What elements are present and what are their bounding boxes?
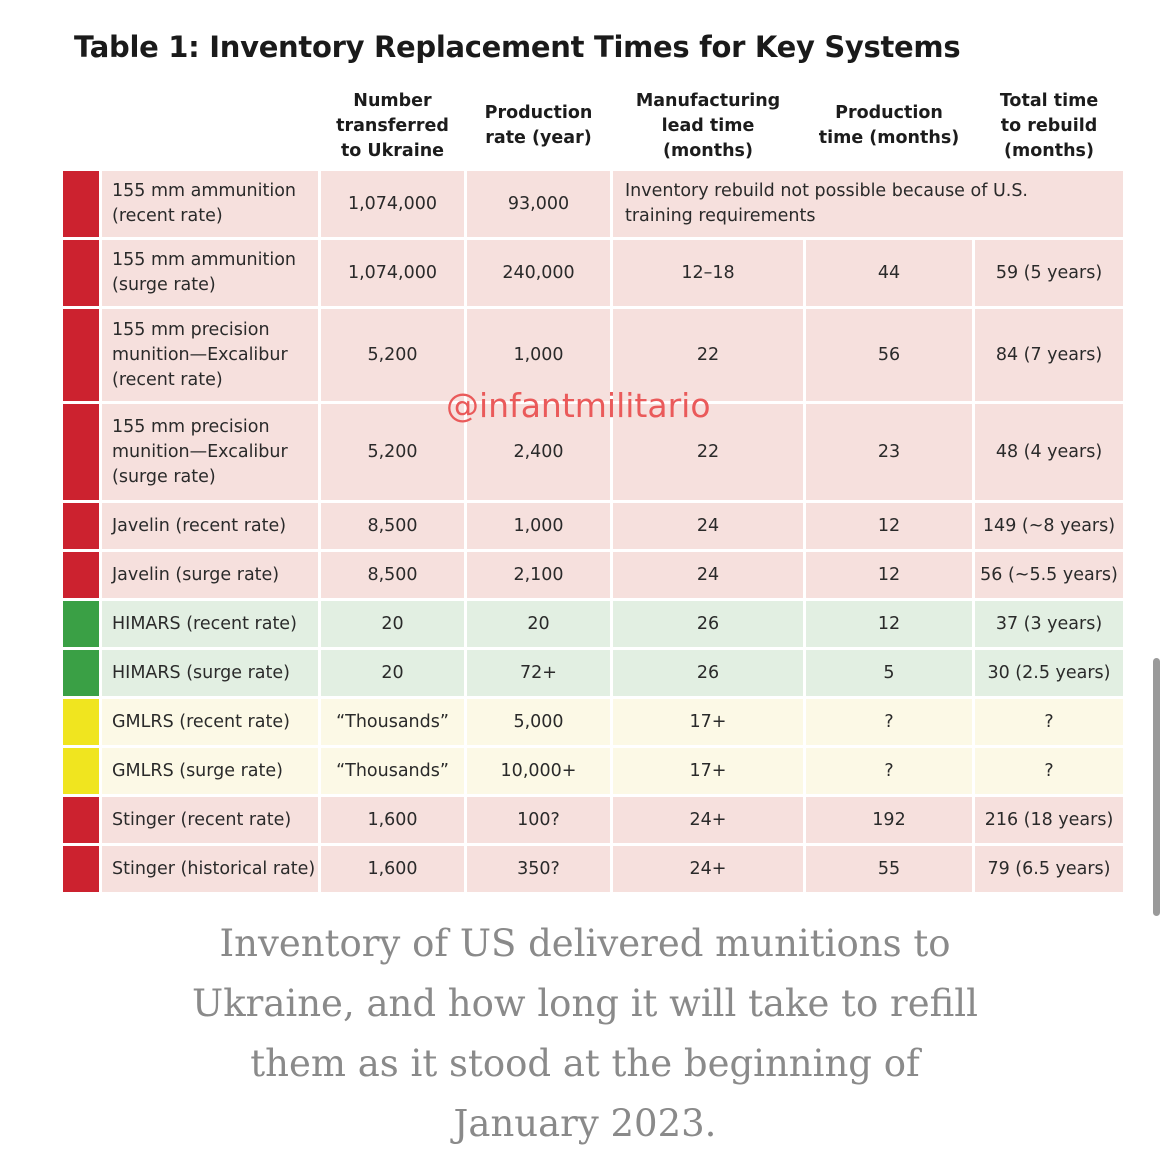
total-time-value: 59 (5 years): [975, 240, 1123, 306]
lead-time-value: 22: [613, 404, 803, 500]
total-time-value: 37 (3 years): [975, 601, 1123, 647]
header-transferred: Number transferred to Ukraine: [336, 90, 449, 161]
table-title: Table 1: Inventory Replacement Times for…: [74, 30, 961, 64]
caption: Inventory of US delivered munitions to U…: [192, 922, 978, 1145]
production-time-value: 12: [806, 552, 972, 598]
production-time-value: 44: [806, 240, 972, 306]
system-name: HIMARS (surge rate): [102, 650, 318, 696]
status-indicator-red: [63, 171, 99, 237]
transferred-value: 1,600: [321, 797, 464, 843]
transferred-value: 1,074,000: [321, 171, 464, 237]
total-time-value: ?: [975, 748, 1123, 794]
status-indicator-red: [63, 503, 99, 549]
production-rate-value: 2,400: [467, 404, 610, 500]
production-time-value: 23: [806, 404, 972, 500]
status-indicator-red: [63, 309, 99, 401]
header-production-rate: Production rate (year): [484, 103, 593, 148]
lead-time-value: 26: [613, 601, 803, 647]
lead-time-value: 24+: [613, 797, 803, 843]
system-name: Javelin (recent rate): [102, 503, 318, 549]
system-name: 155 mm precision munition—Excalibur (rec…: [102, 309, 318, 401]
lead-time-value: 24: [613, 552, 803, 598]
production-rate-value: 5,000: [467, 699, 610, 745]
status-indicator-red: [63, 240, 99, 306]
status-indicator-green: [63, 650, 99, 696]
transferred-value: 20: [321, 601, 464, 647]
status-indicator-red: [63, 797, 99, 843]
row-note: Inventory rebuild not possible because o…: [613, 171, 1123, 237]
system-name: HIMARS (recent rate): [102, 601, 318, 647]
transferred-value: “Thousands”: [321, 748, 464, 794]
production-rate-value: 2,100: [467, 552, 610, 598]
production-time-value: 5: [806, 650, 972, 696]
production-time-value: 192: [806, 797, 972, 843]
total-time-value: ?: [975, 699, 1123, 745]
production-rate-value: 350?: [467, 846, 610, 892]
lead-time-value: 24+: [613, 846, 803, 892]
watermark: @infantmilitario: [446, 386, 711, 425]
production-time-value: ?: [806, 699, 972, 745]
transferred-value: 20: [321, 650, 464, 696]
scrollbar[interactable]: [1153, 658, 1160, 916]
production-time-value: 12: [806, 601, 972, 647]
production-rate-value: 93,000: [467, 171, 610, 237]
total-time-value: 30 (2.5 years): [975, 650, 1123, 696]
system-name: 155 mm ammunition (recent rate): [102, 171, 318, 237]
lead-time-value: 17+: [613, 699, 803, 745]
status-indicator-red: [63, 404, 99, 500]
production-rate-value: 10,000+: [467, 748, 610, 794]
transferred-value: 1,600: [321, 846, 464, 892]
lead-time-value: 22: [613, 309, 803, 401]
lead-time-value: 24: [613, 503, 803, 549]
header-spacer: [63, 84, 99, 168]
lead-time-value: 17+: [613, 748, 803, 794]
header-lead-time: Manufacturing lead time (months): [635, 90, 781, 161]
lead-time-value: 26: [613, 650, 803, 696]
status-indicator-red: [63, 552, 99, 598]
production-rate-value: 1,000: [467, 503, 610, 549]
system-name: GMLRS (surge rate): [102, 748, 318, 794]
status-indicator-yellow: [63, 748, 99, 794]
transferred-value: 5,200: [321, 404, 464, 500]
system-name: GMLRS (recent rate): [102, 699, 318, 745]
production-time-value: 56: [806, 309, 972, 401]
system-name: Stinger (historical rate): [102, 846, 318, 892]
production-rate-value: 1,000: [467, 309, 610, 401]
system-name: 155 mm precision munition—Excalibur (sur…: [102, 404, 318, 500]
transferred-value: “Thousands”: [321, 699, 464, 745]
system-name: 155 mm ammunition (surge rate): [102, 240, 318, 306]
transferred-value: 8,500: [321, 503, 464, 549]
production-rate-value: 72+: [467, 650, 610, 696]
total-time-value: 84 (7 years): [975, 309, 1123, 401]
transferred-value: 8,500: [321, 552, 464, 598]
total-time-value: 56 (~5.5 years): [975, 552, 1123, 598]
production-time-value: 55: [806, 846, 972, 892]
status-indicator-green: [63, 601, 99, 647]
system-name: Stinger (recent rate): [102, 797, 318, 843]
status-indicator-yellow: [63, 699, 99, 745]
header-total-time: Total time to rebuild (months): [999, 90, 1099, 161]
system-name: Javelin (surge rate): [102, 552, 318, 598]
production-rate-value: 20: [467, 601, 610, 647]
transferred-value: 1,074,000: [321, 240, 464, 306]
total-time-value: 216 (18 years): [975, 797, 1123, 843]
total-time-value: 48 (4 years): [975, 404, 1123, 500]
lead-time-value: 12–18: [613, 240, 803, 306]
production-rate-value: 100?: [467, 797, 610, 843]
inventory-table: Number transferred to Ukraine Production…: [63, 84, 1123, 892]
production-rate-value: 240,000: [467, 240, 610, 306]
header-spacer: [102, 84, 318, 168]
total-time-value: 149 (~8 years): [975, 503, 1123, 549]
transferred-value: 5,200: [321, 309, 464, 401]
production-time-value: 12: [806, 503, 972, 549]
production-time-value: ?: [806, 748, 972, 794]
header-production-time: Production time (months): [818, 103, 960, 148]
total-time-value: 79 (6.5 years): [975, 846, 1123, 892]
status-indicator-red: [63, 846, 99, 892]
